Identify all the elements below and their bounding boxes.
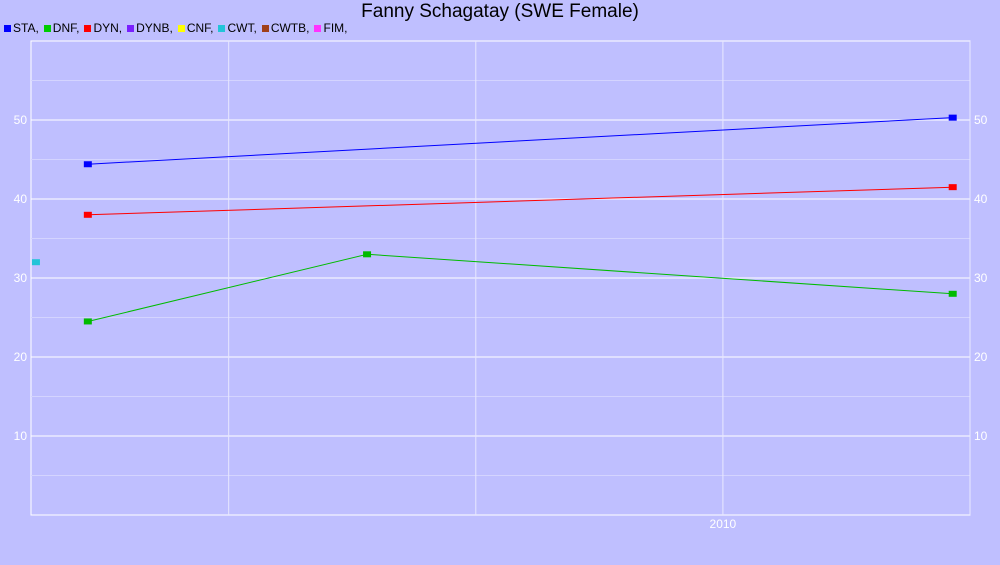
legend-label: DYNB, [136, 21, 173, 35]
y-tick-label-left: 40 [14, 192, 28, 206]
legend-swatch [177, 24, 185, 32]
legend-swatch [314, 24, 322, 32]
legend-label: FIM, [323, 21, 348, 35]
y-tick-label-left: 10 [14, 429, 28, 443]
legend-item-dyn: DYN, [84, 21, 122, 35]
data-point-cwt [31, 259, 40, 266]
data-point-sta [948, 114, 957, 121]
legend-item-cnf: CNF, [177, 21, 214, 35]
y-tick-label-right: 20 [974, 350, 988, 364]
legend-label: DYN, [93, 21, 123, 35]
legend-swatch [4, 24, 11, 32]
legend-item-fim: FIM, [314, 21, 347, 35]
legend-swatch [43, 24, 51, 32]
legend-swatch [218, 24, 226, 32]
y-tick-label-right: 40 [974, 192, 988, 206]
legend-swatch [261, 24, 269, 32]
series-line-sta [87, 117, 953, 165]
data-point-dnf [363, 251, 372, 258]
legend-item-sta: STA, [4, 21, 39, 35]
legend-item-dnf: DNF, [43, 21, 80, 35]
legend-label: DNF, [52, 21, 80, 35]
series-line-dnf [87, 253, 953, 322]
legend: STA, DNF, DYN, DYNB, CNF, CWT, CWTB, FIM… [4, 21, 352, 35]
legend-item-dynb: DYNB, [127, 21, 173, 35]
y-tick-label-right: 50 [974, 113, 988, 127]
legend-label: CNF, [186, 21, 214, 35]
series-line-dyn [87, 186, 953, 216]
y-tick-label-left: 20 [14, 350, 28, 364]
legend-label: CWTB, [270, 21, 310, 35]
data-point-sta [83, 161, 92, 168]
y-tick-label-left: 50 [14, 113, 28, 127]
x-tick-label: 2010 [710, 517, 737, 531]
legend-label: CWT, [227, 21, 257, 35]
y-tick-label-left: 30 [14, 271, 28, 285]
chart-title: Fanny Schagatay (SWE Female) [361, 1, 639, 22]
legend-label: STA, [13, 21, 39, 35]
y-tick-label-right: 10 [974, 429, 988, 443]
legend-swatch [127, 24, 135, 32]
legend-swatch [84, 24, 92, 32]
data-point-dyn [948, 184, 957, 191]
data-point-dyn [83, 211, 92, 218]
data-point-dnf [948, 290, 957, 297]
legend-item-cwtb: CWTB, [261, 21, 310, 35]
data-point-dnf [83, 318, 92, 325]
y-tick-label-right: 30 [974, 271, 988, 285]
legend-item-cwt: CWT, [218, 21, 257, 35]
